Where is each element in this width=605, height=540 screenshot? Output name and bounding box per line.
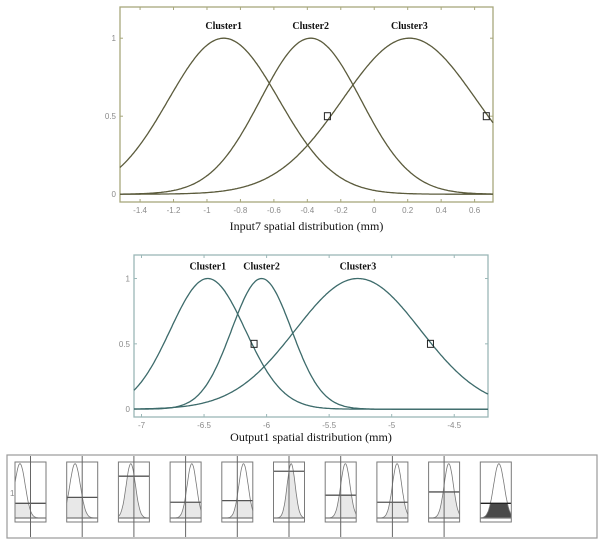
series-label: Cluster1 <box>189 262 226 273</box>
x-tick-label: -7 <box>138 421 146 430</box>
rule-viewer-strip: 1 <box>6 454 598 539</box>
x-tick-label: -1 <box>203 206 211 215</box>
x-tick-label: 0.2 <box>402 206 414 215</box>
x-tick-label: -0.6 <box>267 206 281 215</box>
x-tick-label: -6.5 <box>197 421 211 430</box>
rule-cell <box>221 456 254 537</box>
rule-cell <box>169 456 202 537</box>
plot-frame <box>119 6 494 203</box>
x-tick-label: -1.2 <box>167 206 181 215</box>
series-curve-cluster1 <box>133 277 488 410</box>
x-tick-label: -0.2 <box>334 206 348 215</box>
rule-cell <box>117 456 150 537</box>
chart-input7: -1.4 -1.2 -1 -0.8 -0.6 -0.4 -0.2 0 0.2 0.4 0.6 0 0.5… <box>105 6 494 233</box>
x-tick-label: -0.8 <box>234 206 248 215</box>
x-tick-label: -4.5 <box>447 421 461 430</box>
rule-cell <box>66 456 99 537</box>
series-label: Cluster2 <box>292 21 329 32</box>
series-label: Cluster3 <box>391 21 428 32</box>
x-axis-label: Input7 spatial distribution (mm) <box>230 219 384 233</box>
x-tick-label: -1.4 <box>133 206 147 215</box>
rule-cell <box>376 456 409 537</box>
y-tick-label: 0 <box>126 405 131 414</box>
y-tick-label: 1 <box>112 34 117 43</box>
series-label: Cluster3 <box>340 262 377 273</box>
point-marker <box>482 112 490 121</box>
series-curve-cluster2 <box>134 277 488 410</box>
point-marker <box>323 112 331 121</box>
y-tick-label: 0.5 <box>119 340 131 349</box>
x-tick-label: 0 <box>372 206 377 215</box>
x-tick-label: -5.5 <box>322 421 336 430</box>
rule-cell <box>14 456 47 537</box>
chart-output1: -7 -6.5 -6 -5.5 -5 -4.5 0 0.5 1 Cluster1 Cluster2 C… <box>119 254 489 444</box>
y-tick-label: 0.5 <box>105 112 117 121</box>
cell-frame <box>479 461 512 523</box>
x-tick-label: -5 <box>388 421 396 430</box>
series-curve-cluster1 <box>119 37 493 195</box>
x-tick-label: -0.4 <box>300 206 314 215</box>
y-tick-label: 1 <box>126 275 131 284</box>
membership-curve <box>480 463 512 519</box>
strip-frame <box>6 454 598 539</box>
point-marker <box>426 339 434 348</box>
x-tick-label: -6 <box>263 421 271 430</box>
x-axis-label: Output1 spatial distribution (mm) <box>230 430 392 444</box>
rule-cell <box>324 456 357 537</box>
rule-cell <box>428 456 461 537</box>
point-marker <box>250 339 258 348</box>
series-label: Cluster1 <box>205 21 242 32</box>
series-curve-cluster2 <box>120 37 493 195</box>
x-tick-label: 0.4 <box>436 206 448 215</box>
fill-area <box>480 503 512 518</box>
x-tick-label: 0.6 <box>469 206 481 215</box>
plot-frame <box>133 254 489 418</box>
y-tick-label: 0 <box>112 190 117 199</box>
rule-cell <box>479 461 512 523</box>
series-curve-cluster3 <box>120 37 494 195</box>
series-label: Cluster2 <box>243 262 280 273</box>
row-label: 1 <box>10 489 15 498</box>
rule-cell <box>273 456 305 537</box>
